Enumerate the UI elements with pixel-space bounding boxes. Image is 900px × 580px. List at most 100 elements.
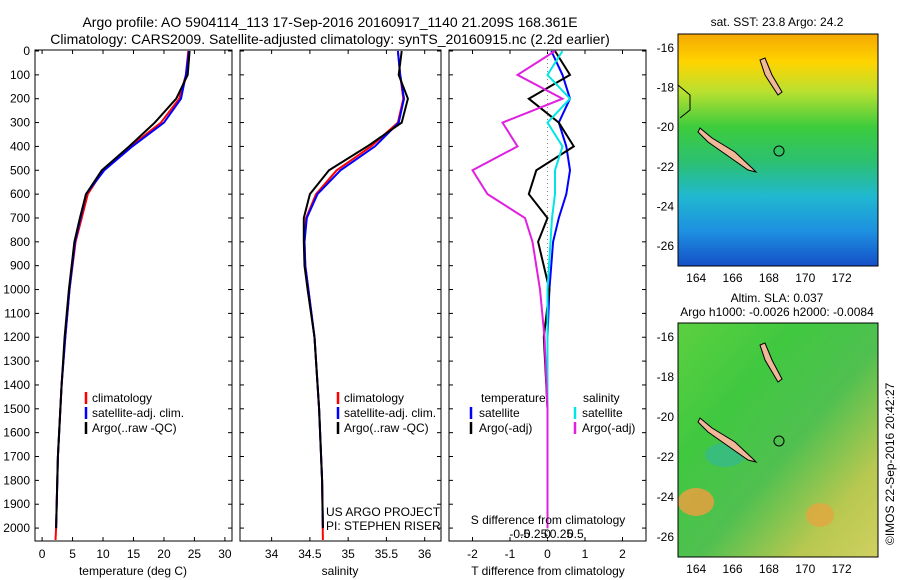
depth-tick-label: 1200 (3, 330, 30, 344)
pi-credit: PI: STEPHEN RISER (326, 519, 441, 533)
temperature-axis-label: temperature (deg C) (79, 564, 187, 578)
depth-tick-label: 100 (10, 68, 30, 82)
figure-title: Argo profile: AO 5904114_113 17-Sep-2016… (82, 14, 578, 30)
map-y-tick-label: -22 (657, 450, 675, 464)
x-tick-label: 5 (69, 547, 76, 561)
sla-anomaly (806, 503, 834, 527)
map-x-tick-label: 166 (723, 562, 743, 576)
legend-salinity-title: salinity (583, 391, 620, 405)
series-line-argo-raw-qc (55, 50, 191, 529)
map-x-tick-label: 172 (832, 562, 852, 576)
depth-tick-label: 1100 (4, 306, 30, 320)
map-y-tick-label: -16 (657, 330, 675, 344)
series-line-argo-raw-qc (302, 50, 409, 529)
map-y-tick-label: -20 (657, 410, 675, 424)
legend-s-satellite: satellite (582, 406, 623, 420)
map-y-tick-label: -26 (657, 530, 675, 544)
sst-map (677, 33, 879, 267)
depth-tick-label: 1700 (3, 450, 30, 464)
map-y-tick-label: -16 (657, 41, 675, 55)
t-difference-axis-label: T difference from climatology (471, 564, 625, 578)
s-difference-axis-label: S difference from climatology (471, 513, 626, 527)
series-line-temperature-argo-adj (527, 50, 576, 529)
sla-map-frame (677, 322, 879, 558)
depth-tick-label: 800 (10, 235, 30, 249)
map-x-tick-label: 170 (795, 271, 815, 285)
legend-satellite: satellite-adj. clim. (92, 406, 184, 420)
s-diff-tick-label: 0.25 (550, 527, 574, 541)
x-tick-label: 1 (582, 547, 589, 561)
legend-climatology: climatology (344, 391, 404, 405)
sla-map (677, 322, 879, 558)
argo-float-marker (773, 145, 785, 157)
map-x-tick-label: 166 (723, 271, 743, 285)
depth-tick-label: 1900 (3, 497, 30, 511)
x-tick-label: 0 (544, 547, 551, 561)
difference-legend: temperature satellite Argo(-adj) salinit… (469, 391, 635, 435)
profile-series (54, 50, 576, 541)
depth-tick-label: 500 (10, 163, 30, 177)
legend-argo: Argo(..raw -QC) (92, 421, 177, 435)
x-tick-label: 30 (218, 547, 232, 561)
depth-tick-label: 1000 (3, 283, 30, 297)
map-y-tick-label: -24 (657, 200, 675, 214)
depth-tick-label: 700 (10, 211, 30, 225)
vanuatu-islands (759, 57, 783, 96)
map-y-tick-label: -24 (657, 490, 675, 504)
legend-t-satellite: satellite (479, 406, 520, 420)
s-diff-tick-label: 0.5 (567, 527, 584, 541)
x-tick-label: 15 (127, 547, 141, 561)
depth-tick-label: 200 (10, 92, 30, 106)
x-tick-label: 34.5 (298, 547, 322, 561)
legend-argo: Argo(..raw -QC) (344, 421, 429, 435)
x-tick-label: -2 (467, 547, 478, 561)
depth-tick-label: 0 (23, 44, 30, 58)
sst-map-frame (677, 33, 879, 267)
sla-map-subtitle: Argo h1000: -0.0026 h2000: -0.0084 (680, 305, 874, 319)
depth-tick-label: 2000 (3, 521, 30, 535)
legend-s-argo: Argo(-adj) (582, 421, 635, 435)
coastline (677, 84, 691, 119)
temperature-panel-frame (34, 49, 233, 542)
depth-tick-label: 600 (10, 187, 30, 201)
salinity-legend: climatology satellite-adj. clim. Argo(..… (336, 391, 436, 435)
depth-tick-label: 1600 (3, 426, 30, 440)
sla-anomaly (678, 488, 714, 516)
map-x-tick-label: 172 (832, 271, 852, 285)
x-tick-label: 34 (265, 547, 279, 561)
s-diff-tick-label: 0 (544, 527, 551, 541)
series-line-salinity-argo-adj (471, 50, 565, 529)
vanuatu-islands (759, 342, 783, 383)
map-x-tick-label: 164 (686, 562, 706, 576)
salinity-axis-label: salinity (322, 564, 359, 578)
series-line-satellite-adj-clim (55, 50, 190, 529)
new-caledonia-island (697, 417, 758, 463)
x-tick-label: 20 (157, 547, 171, 561)
depth-tick-label: 400 (10, 139, 30, 153)
sst-heatmap (678, 34, 878, 266)
map-x-tick-label: 170 (795, 562, 815, 576)
new-caledonia-island (697, 127, 758, 173)
map-y-tick-label: -18 (657, 370, 675, 384)
temperature-legend: climatology satellite-adj. clim. Argo(..… (84, 391, 184, 435)
project-credit: US ARGO PROJECT (326, 505, 441, 519)
map-y-tick-label: -26 (657, 239, 675, 253)
map-y-tick-label: -20 (657, 120, 675, 134)
x-tick-label: 35.5 (375, 547, 399, 561)
legend-satellite: satellite-adj. clim. (344, 406, 436, 420)
x-tick-label: 0 (39, 547, 46, 561)
sla-heatmap (678, 323, 878, 557)
map-y-tick-label: -22 (657, 160, 675, 174)
depth-tick-label: 900 (10, 259, 30, 273)
figure-subtitle: Climatology: CARS2009. Satellite-adjuste… (50, 31, 610, 47)
x-tick-label: 25 (188, 547, 202, 561)
depth-tick-label: 1300 (3, 354, 30, 368)
map-x-tick-label: 168 (759, 562, 779, 576)
x-tick-label: -1 (505, 547, 516, 561)
sla-map-title: Altim. SLA: 0.037 (731, 291, 824, 305)
legend-temperature-title: temperature (481, 391, 546, 405)
series-line-climatology (54, 50, 190, 541)
s-diff-tick-label: -0.25 (520, 527, 548, 541)
